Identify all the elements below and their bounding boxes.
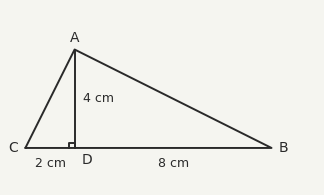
Text: A: A — [70, 31, 79, 45]
Text: 8 cm: 8 cm — [157, 157, 189, 170]
Text: 4 cm: 4 cm — [83, 92, 114, 105]
Text: 2 cm: 2 cm — [35, 157, 65, 170]
Text: C: C — [8, 141, 18, 155]
Text: D: D — [82, 153, 92, 167]
Text: B: B — [279, 141, 289, 155]
